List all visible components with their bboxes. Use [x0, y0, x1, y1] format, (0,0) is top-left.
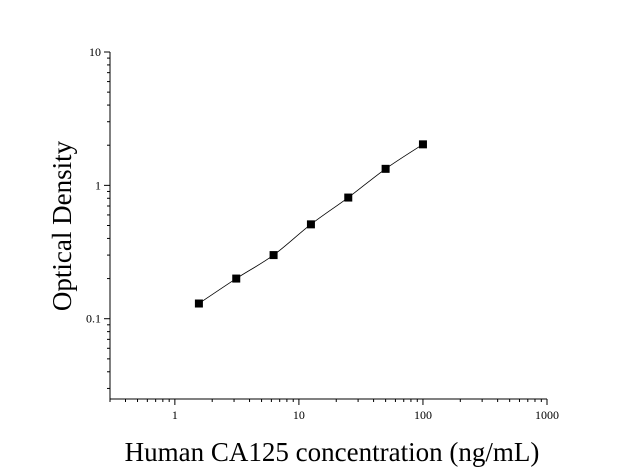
data-point — [269, 251, 278, 260]
x-tick-label: 100 — [414, 408, 432, 422]
axes-group — [109, 52, 547, 400]
x-tick-label: 1 — [172, 408, 178, 422]
y-tick-label: 10 — [89, 45, 101, 59]
x-major-ticks: 1 10 100 1000 — [172, 399, 559, 422]
y-tick-label: 1 — [95, 178, 101, 192]
data-point — [194, 299, 203, 308]
data-point — [344, 193, 353, 202]
y-axis-title: Optical Density — [47, 140, 77, 311]
x-tick-label: 10 — [293, 408, 305, 422]
y-major-ticks: 0.1 1 10 — [86, 45, 110, 326]
data-point — [232, 274, 241, 283]
x-minor-ticks — [109, 399, 542, 402]
data-points — [194, 140, 427, 308]
x-tick-label: 1000 — [535, 408, 559, 422]
x-axis-title: Human CA125 concentration (ng/mL) — [125, 437, 540, 467]
y-tick-label: 0.1 — [86, 312, 101, 326]
data-point — [381, 164, 390, 173]
data-point — [306, 220, 315, 229]
data-point — [418, 140, 427, 149]
y-minor-ticks — [107, 57, 110, 389]
